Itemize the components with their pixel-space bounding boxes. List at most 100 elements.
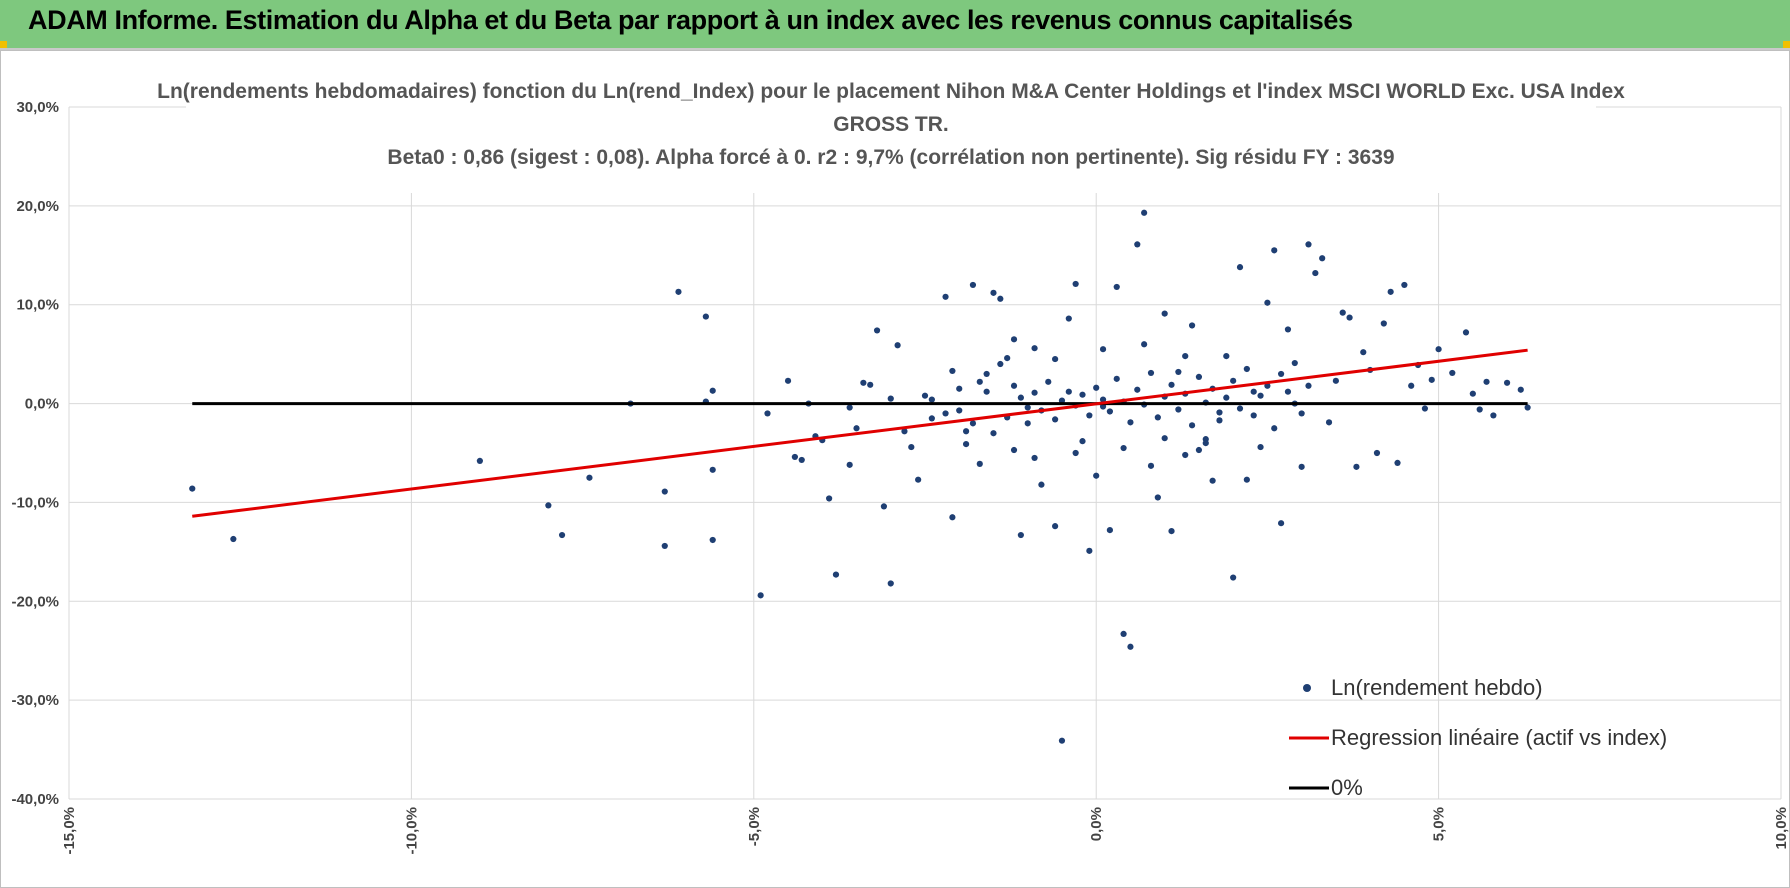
data-point (1024, 404, 1031, 411)
data-point (1517, 386, 1524, 393)
data-point (1182, 353, 1189, 360)
data-point (1161, 435, 1168, 442)
data-point (853, 425, 860, 432)
y-tick-label: -30,0% (11, 692, 59, 709)
data-point (1147, 462, 1155, 469)
axis-tick-labels: 30,0% 20,0% 10,0% 0,0% -10,0% -20,0% -30,0% -40… (11, 99, 1789, 855)
data-point (1195, 373, 1203, 380)
chart-title-line-1: Ln(rendements hebdomadaires) fonction du… (157, 80, 1625, 103)
data-point (1332, 377, 1339, 384)
data-point (1086, 547, 1093, 554)
data-point (189, 485, 196, 492)
data-point (1010, 382, 1018, 389)
data-point (1230, 574, 1237, 581)
data-point (709, 536, 716, 544)
data-point (1161, 310, 1168, 317)
data-point (1168, 381, 1175, 388)
data-point (1017, 394, 1024, 401)
data-point (1154, 494, 1161, 501)
data-point (908, 443, 915, 451)
data-point (764, 410, 771, 417)
data-point (1291, 359, 1298, 367)
data-point (832, 571, 840, 578)
chart-title-background (186, 71, 1596, 193)
data-point (1099, 346, 1107, 353)
data-point (1271, 425, 1278, 432)
data-point (1141, 209, 1148, 216)
data-point (1195, 446, 1203, 454)
data-point (709, 387, 716, 394)
data-point (1243, 365, 1250, 373)
data-point (928, 396, 935, 403)
data-point (887, 395, 894, 402)
data-point (997, 360, 1004, 368)
data-point (1127, 419, 1134, 426)
data-point (586, 474, 593, 481)
data-point (1319, 255, 1326, 262)
data-point (1524, 404, 1531, 411)
x-tick-label: -15,0% (61, 807, 78, 855)
data-point (860, 379, 867, 386)
data-point (887, 580, 894, 587)
data-point (1010, 336, 1018, 343)
report-title: ADAM Informe. Estimation du Alpha et du … (28, 5, 1353, 35)
data-point (545, 502, 552, 509)
data-point (915, 476, 922, 483)
data-point (921, 392, 929, 399)
data-point (1052, 523, 1059, 530)
data-point (1236, 264, 1244, 271)
data-point (1113, 375, 1120, 382)
data-point (1271, 247, 1278, 254)
data-point (1230, 377, 1237, 384)
data-point (1031, 389, 1038, 396)
data-point (1250, 388, 1257, 395)
data-point (661, 542, 668, 550)
data-point (1476, 406, 1483, 413)
data-point (1202, 440, 1209, 447)
data-point (709, 466, 716, 473)
data-point (1339, 309, 1346, 316)
data-point (969, 420, 977, 427)
data-point (942, 410, 949, 417)
data-point (1120, 444, 1127, 452)
data-point (1154, 414, 1161, 421)
y-tick-label: -20,0% (11, 593, 59, 610)
data-point (962, 441, 970, 448)
data-point (997, 295, 1004, 302)
data-point (702, 313, 709, 320)
data-point (1072, 280, 1079, 288)
data-point (1031, 454, 1038, 462)
data-point (956, 407, 963, 414)
data-point (826, 495, 833, 502)
x-tick-label: 10,0% (1773, 807, 1789, 850)
data-point (1188, 322, 1196, 329)
data-point (1134, 241, 1141, 248)
regression-line (192, 348, 1528, 518)
data-point (1099, 396, 1107, 403)
data-point (1058, 737, 1066, 744)
series-layer (189, 209, 1531, 744)
data-point (949, 367, 956, 375)
data-point (1312, 269, 1319, 277)
data-point (1113, 283, 1120, 291)
x-tick-label: -10,0% (403, 807, 420, 855)
chart-title-line-2: GROSS TR. (833, 113, 949, 136)
data-point (1223, 394, 1230, 401)
legend-marker-points (1303, 684, 1311, 692)
data-point (558, 531, 566, 539)
data-point (846, 461, 853, 468)
data-point (1223, 353, 1230, 360)
data-point (1052, 355, 1059, 363)
data-point (1216, 409, 1223, 416)
data-point (757, 592, 764, 599)
data-point (1045, 378, 1052, 385)
data-point (1141, 341, 1148, 348)
data-point (1134, 386, 1141, 393)
data-point (1490, 412, 1497, 419)
data-point (990, 289, 997, 296)
data-point (846, 404, 853, 411)
data-point (983, 388, 990, 395)
data-point (1243, 476, 1250, 483)
data-point (1449, 369, 1456, 377)
data-point (1236, 405, 1244, 412)
